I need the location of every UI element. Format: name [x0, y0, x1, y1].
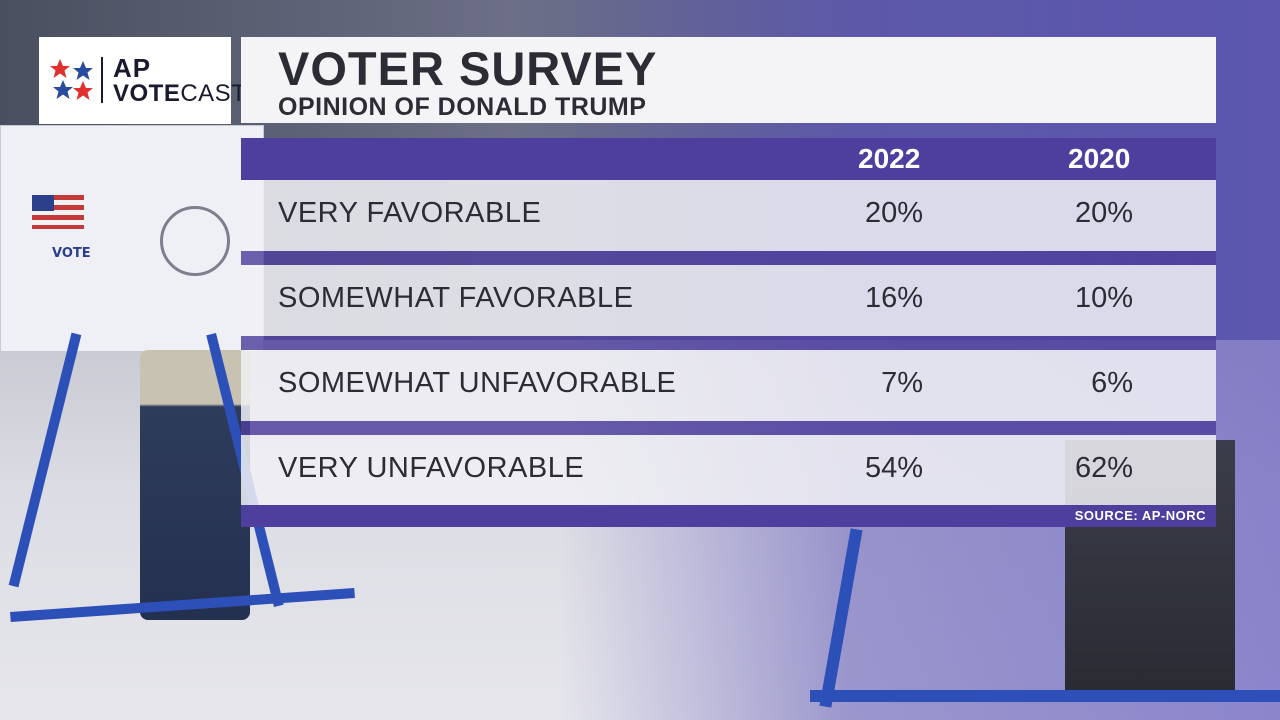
row-divider [241, 251, 1216, 265]
table-row: VERY UNFAVORABLE 54% 62% [241, 435, 1216, 506]
row-divider [241, 336, 1216, 350]
ap-votecast-logo: AP VOTECAST [39, 37, 246, 124]
value-2020: 6% [1091, 367, 1133, 399]
table-footer: SOURCE: AP-NORC [241, 505, 1216, 527]
table-row: SOMEWHAT UNFAVORABLE 7% 6% [241, 350, 1216, 421]
value-2022: 54% [864, 452, 923, 484]
row-label: SOMEWHAT FAVORABLE [278, 282, 634, 314]
value-2022: 7% [881, 367, 923, 399]
title-panel: VOTER SURVEY OPINION OF DONALD TRUMP [241, 37, 1216, 123]
value-2020: 62% [1074, 452, 1133, 484]
row-label: SOMEWHAT UNFAVORABLE [278, 367, 677, 399]
table-header: 2022 2020 [241, 138, 1216, 180]
row-label: VERY FAVORABLE [278, 197, 542, 229]
table-row: VERY FAVORABLE 20% 20% [241, 180, 1216, 251]
source-note: SOURCE: AP-NORC [1074, 508, 1206, 523]
booth-vote-sign: VOTE [52, 246, 91, 261]
seal-icon [160, 206, 230, 276]
value-2022: 20% [864, 197, 923, 229]
flag-icon [32, 195, 84, 229]
voter-figure [140, 350, 250, 620]
logo-cast-part: CAST [180, 80, 247, 107]
column-header-2020: 2020 [1068, 143, 1131, 174]
stars-icon [50, 59, 93, 100]
row-label: VERY UNFAVORABLE [278, 452, 585, 484]
chart-subtitle: OPINION OF DONALD TRUMP [278, 93, 647, 121]
survey-table: 2022 2020 VERY FAVORABLE 20% 20% SOMEWHA… [241, 138, 1216, 528]
value-2022: 16% [864, 282, 923, 314]
booth-base [810, 690, 1280, 702]
row-divider [241, 421, 1216, 435]
logo-votecast-text: VOTECAST [113, 82, 246, 106]
table-row: SOMEWHAT FAVORABLE 16% 10% [241, 265, 1216, 336]
logo-ap-text: AP [113, 53, 152, 83]
logo-divider [101, 57, 103, 103]
chart-title: VOTER SURVEY [278, 42, 658, 95]
column-header-2022: 2022 [858, 143, 921, 174]
value-2020: 10% [1074, 282, 1133, 314]
logo-vote-part: VOTE [113, 80, 181, 107]
value-2020: 20% [1074, 197, 1133, 229]
